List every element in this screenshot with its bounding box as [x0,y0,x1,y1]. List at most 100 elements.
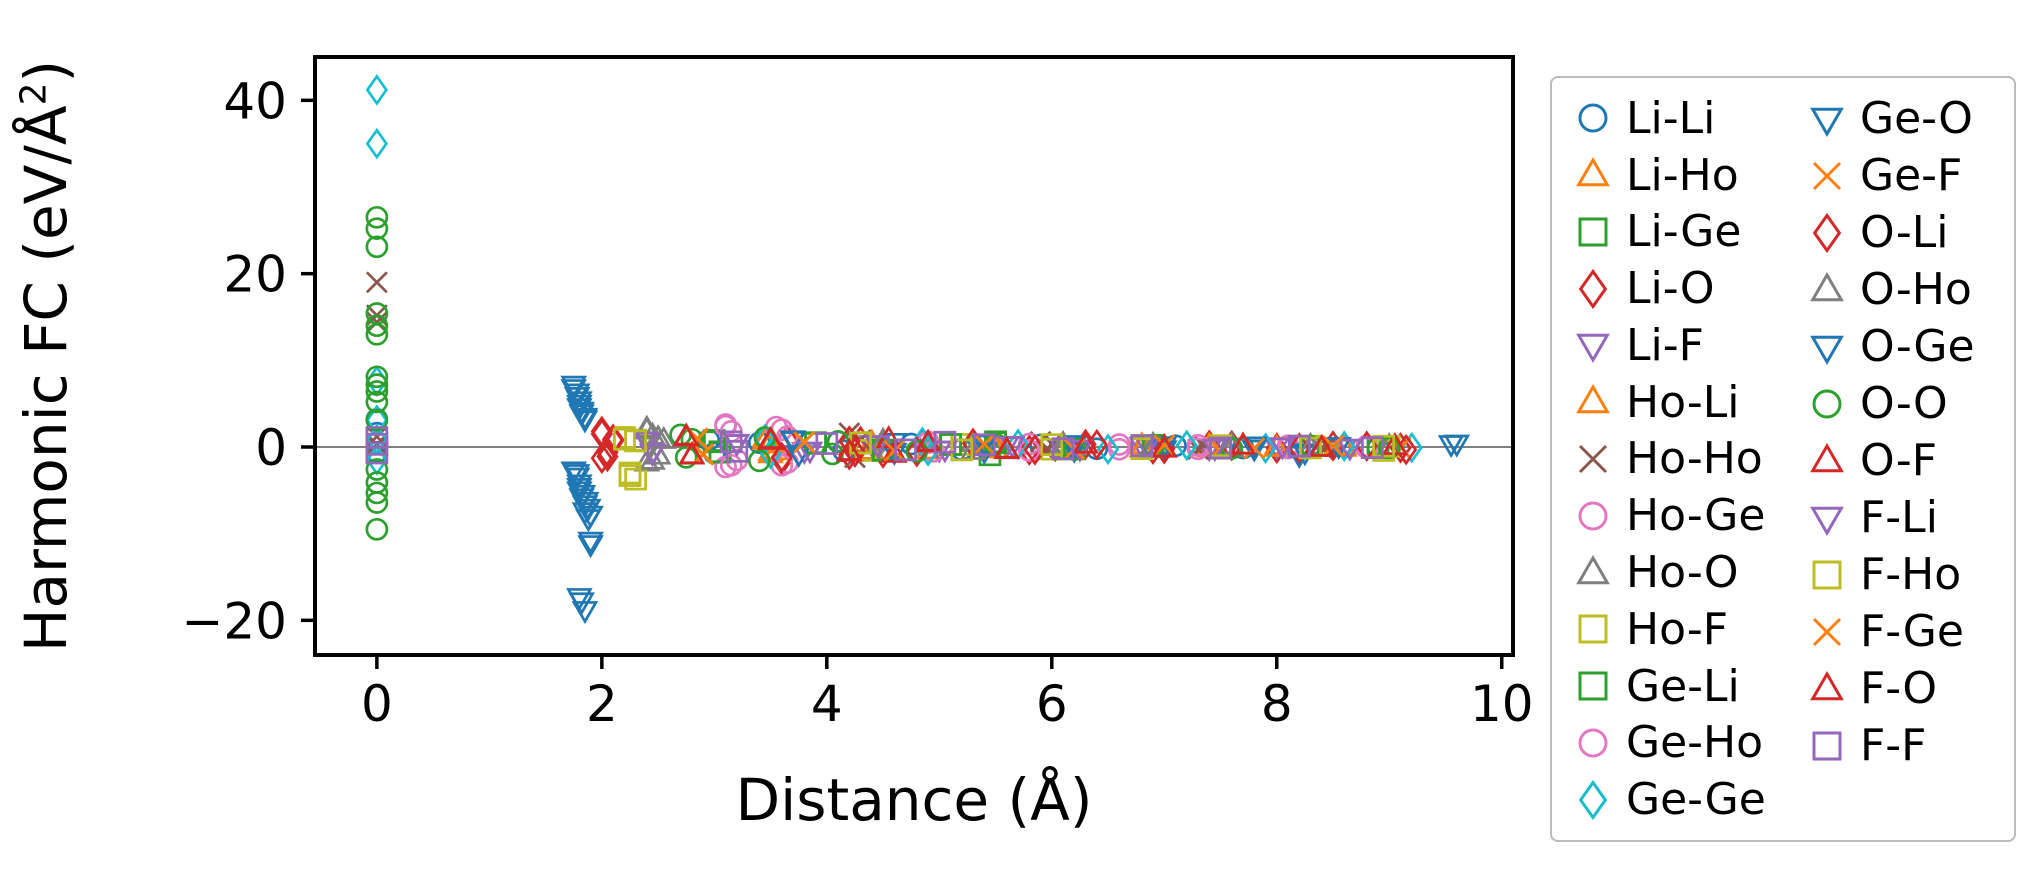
legend-item-o-ge: O-Ge [1806,318,2006,375]
legend-marker-ho-ge-icon [1578,501,1608,531]
legend-marker-li-li-icon [1578,103,1608,133]
legend-item-f-ho: F-Ho [1806,546,2006,603]
legend-label: Li-F [1626,319,1704,371]
y-tick-label: 0 [255,419,287,477]
legend-marker-f-f-icon [1812,731,1842,760]
legend-marker-li-ge-icon [1578,217,1608,247]
legend-item-o-o: O-O [1806,375,2006,432]
legend-label: Ge-Li [1626,660,1740,712]
series-ge-ge [365,74,1423,476]
legend-label: Ho-Ho [1626,433,1763,485]
legend-marker-f-li-icon [1810,506,1844,536]
legend-item-ge-ge: Ge-Ge [1572,771,1798,828]
y-axis-label-text: Harmonic FC (eV/Å [12,105,80,653]
y-tick-label: 20 [223,246,287,304]
legend-label: O-F [1860,435,1938,486]
legend-item-li-ge: Li-Ge [1572,204,1798,261]
legend-item-ho-f: Ho-F [1572,601,1798,658]
legend-label: F-F [1860,720,1927,771]
legend: Li-Li Li-Ho Li-Ge Li-O Li-F Ho-Li Ho-Ho Ho-Ge Ho… [1550,76,2016,842]
legend-marker-ge-li-icon [1578,671,1608,701]
legend-label: Ho-F [1626,603,1729,655]
legend-marker-o-li-icon [1812,212,1842,253]
legend-item-ho-o: Ho-O [1572,544,1798,601]
x-axis-label: Distance (Å) [735,766,1093,834]
legend-marker-o-o-icon [1812,389,1842,418]
legend-label: O-Ge [1860,321,1975,372]
legend-marker-li-f-icon [1576,334,1610,364]
y-tick-label: −20 [181,592,287,650]
legend-marker-ge-o-icon [1810,107,1844,137]
plot-border [313,55,1515,657]
series-f-o [672,423,1336,465]
y-tick-label: 40 [223,72,287,130]
legend-item-ho-ho: Ho-Ho [1572,431,1798,488]
legend-label: F-Li [1860,492,1938,543]
legend-item-li-o: Li-O [1572,260,1798,317]
legend-marker-ho-li-icon [1576,384,1610,414]
legend-label: Ge-Ge [1626,774,1766,826]
series-o-ge [560,379,1465,616]
legend-marker-f-ge-icon [1812,617,1842,646]
legend-item-ho-li: Ho-Li [1572,374,1798,431]
legend-item-f-o: F-O [1806,660,2006,717]
legend-label: Li-O [1626,263,1715,315]
legend-label: O-O [1860,378,1948,429]
x-tick-label: 8 [1261,675,1293,733]
legend-label: Li-Li [1626,92,1716,144]
legend-marker-ho-f-icon [1578,614,1608,644]
y-axis-label-suffix: ) [12,59,80,83]
legend-marker-o-ge-icon [1810,335,1844,365]
legend-label: O-Li [1860,207,1949,258]
y-axis-label-sup: 2 [13,82,55,106]
legend-item-ge-ho: Ge-Ho [1572,714,1798,771]
legend-label: Ge-O [1860,93,1973,144]
legend-marker-ho-o-icon [1576,554,1610,584]
legend-marker-ge-ho-icon [1578,728,1608,758]
x-tick-label: 6 [1036,675,1068,733]
legend-marker-ho-ho-icon [1578,444,1608,474]
legend-item-o-f: O-F [1806,432,2006,489]
legend-label: F-Ge [1860,606,1964,657]
legend-item-ge-o: Ge-O [1806,90,2006,147]
series-ge-o [560,375,1471,625]
legend-marker-li-o-icon [1578,268,1608,309]
series-f-f [365,426,1384,465]
x-tick-label: 2 [586,675,618,733]
legend-item-f-f: F-F [1806,717,2006,774]
series-f-li [633,432,1364,467]
x-tick-label: 0 [361,675,393,733]
legend-item-f-li: F-Li [1806,489,2006,546]
legend-item-li-f: Li-F [1572,317,1798,374]
legend-item-ge-li: Ge-Li [1572,658,1798,715]
legend-item-ho-ge: Ho-Ge [1572,487,1798,544]
legend-item-ge-f: Ge-F [1806,147,2006,204]
legend-label: Li-Ge [1626,206,1742,258]
legend-item-f-ge: F-Ge [1806,603,2006,660]
legend-label: Ho-Li [1626,376,1740,428]
legend-column-2: Ge-O Ge-F O-Li O-Ho O-Ge O-O O-F F-Li F-Ho F-Ge F-… [1806,90,2006,828]
legend-label: Ge-F [1860,150,1963,201]
legend-label: Li-Ho [1626,149,1739,201]
legend-item-o-ho: O-Ho [1806,261,2006,318]
x-tick-label: 10 [1470,675,1534,733]
legend-marker-ge-ge-icon [1578,779,1608,820]
legend-label: Ho-O [1626,547,1739,598]
series-o-o [365,205,1401,541]
legend-label: F-O [1860,663,1938,714]
legend-marker-f-ho-icon [1812,560,1842,589]
legend-marker-o-ho-icon [1810,271,1844,301]
legend-marker-ge-f-icon [1812,161,1842,190]
x-tick-label: 4 [811,675,843,733]
legend-marker-li-ho-icon [1576,157,1610,187]
legend-item-li-li: Li-Li [1572,90,1798,147]
legend-item-o-li: O-Li [1806,204,2006,261]
legend-label: Ge-Ho [1626,717,1764,769]
legend-item-li-ho: Li-Ho [1572,147,1798,204]
legend-marker-f-o-icon [1810,670,1844,700]
legend-column-1: Li-Li Li-Ho Li-Ge Li-O Li-F Ho-Li Ho-Ho Ho-Ge Ho… [1572,90,1798,828]
legend-label: F-Ho [1860,549,1962,600]
y-axis-label: Harmonic FC (eV/Å2) [12,60,80,652]
